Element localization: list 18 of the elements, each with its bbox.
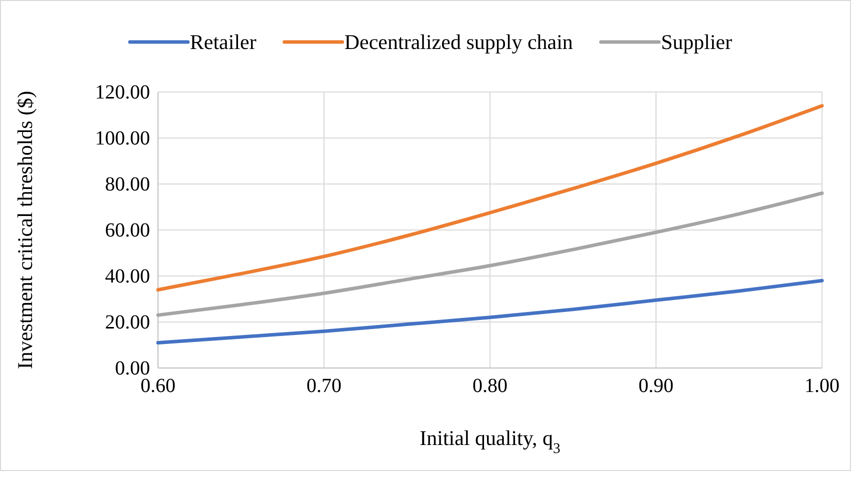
y-axis-title: Investment critical thresholds ($) [13, 90, 37, 370]
x-tick-label: 1.00 [804, 375, 840, 398]
x-tick-label: 0.80 [472, 375, 508, 398]
x-tick-label: 0.70 [306, 375, 342, 398]
y-tick-label: 80.00 [105, 173, 150, 196]
legend-label: Retailer [190, 30, 256, 54]
x-axis-title: Initial quality, q$_{3}$ [420, 426, 560, 457]
y-tick-label: 120.00 [95, 81, 150, 104]
line-series [156, 104, 824, 292]
line-series [156, 191, 824, 317]
x-tick-label: 0.90 [638, 375, 674, 398]
y-tick-label: 40.00 [105, 265, 150, 288]
line-series [156, 278, 824, 344]
y-tick-label: 20.00 [105, 311, 150, 334]
legend-label: Supplier [660, 30, 732, 54]
legend-label: Decentralized supply chain [344, 30, 574, 54]
y-tick-label: 60.00 [105, 219, 150, 242]
y-tick-label: 100.00 [95, 127, 150, 150]
